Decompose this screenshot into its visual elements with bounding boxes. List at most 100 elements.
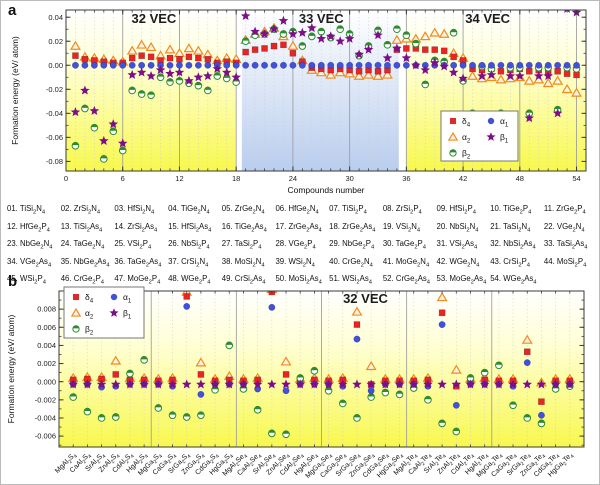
svg-text:α1: α1 [500, 116, 509, 128]
svg-text:0.008: 0.008 [37, 305, 56, 314]
compound-list-row: 23. NbGe2N4 24. TaGe2N4 25. VSi2P4 26. NbSi… [7, 237, 597, 255]
svg-text:HgGa2Te4: HgGa2Te4 [547, 451, 576, 480]
compound-entry: 22. VGe2N4 [543, 221, 585, 234]
svg-text:δ4: δ4 [85, 292, 94, 304]
compound-entry: 48. WGe2P4 [168, 274, 211, 286]
vec-regions [66, 10, 586, 171]
compound-list-row: 45. WSi2P4 46. CrGe2P4 47. MoGe2P4 48. WGe2… [7, 272, 597, 290]
svg-text:CdGa2S4: CdGa2S4 [194, 451, 221, 478]
panel-a-plot: 0.04 0.02 0.00 -0.02 -0.04 -0.06 -0.080 6 12 18 24… [10, 9, 587, 195]
svg-text:ZnGa2Se4: ZnGa2Se4 [348, 451, 377, 480]
svg-text:-0.004: -0.004 [35, 414, 56, 423]
compound-entry: 12. HfGe2P4 [7, 221, 50, 234]
compound-entry: 36. TaGe2As4 [114, 256, 162, 269]
svg-text:SrGa2S4: SrGa2S4 [167, 451, 192, 476]
axis-titles: Formation energy (eV/ atom) [6, 315, 16, 424]
svg-text:36: 36 [402, 174, 410, 183]
data-series [69, 10, 582, 163]
compound-entry: 18. ZrGe2As4 [329, 221, 376, 234]
svg-text:33 VEC: 33 VEC [299, 11, 344, 26]
compound-entry: 42. WGe2N4 [436, 256, 480, 269]
series-β1 [68, 379, 575, 389]
compound-entry: 35. NbGe2As4 [60, 256, 110, 269]
compound-entry: 11. ZrGe2P4 [543, 204, 586, 216]
svg-text:32 VEC: 32 VEC [343, 291, 388, 306]
svg-text:0.02: 0.02 [48, 37, 63, 46]
compound-entry: 20. NbSi2N4 [436, 221, 479, 234]
compound-entry: 01. TiSi2N4 [7, 204, 46, 216]
svg-text:ZnAl2Se4: ZnAl2Se4 [265, 451, 292, 478]
svg-text:MgAl2S4: MgAl2S4 [54, 451, 79, 476]
svg-text:β2: β2 [462, 148, 471, 160]
svg-text:MgGa2Te4: MgGa2Te4 [476, 451, 505, 480]
svg-text:-0.02: -0.02 [46, 85, 63, 94]
series-β1 [70, 10, 582, 148]
svg-text:δ4: δ4 [462, 116, 471, 128]
panel-a-label: a [8, 2, 17, 19]
compound-entry: 02. ZrSi2N4 [60, 204, 101, 216]
svg-text:ZnGa2S4: ZnGa2S4 [181, 451, 207, 477]
svg-text:0: 0 [64, 174, 68, 183]
compound-entry: 21. TaSi2N4 [490, 221, 531, 234]
svg-text:CaGa2Se4: CaGa2Se4 [319, 451, 348, 480]
svg-text:34 VEC: 34 VEC [465, 11, 510, 26]
svg-text:-0.06: -0.06 [46, 133, 63, 142]
svg-text:CdGa2Te4: CdGa2Te4 [533, 451, 562, 480]
compound-entry: 49. CrSi2As4 [221, 274, 266, 286]
compound-entry: 24. TaGe2N4 [60, 239, 105, 251]
svg-text:HgAl2Te4: HgAl2Te4 [464, 451, 490, 477]
vec-labels: 32 VEC 33 VEC 34 VEC [132, 11, 511, 26]
compound-entry: 05. ZrGe2N4 [221, 204, 265, 216]
svg-text:6: 6 [121, 174, 125, 183]
svg-text:HgAl2Se4: HgAl2Se4 [293, 451, 320, 478]
svg-text:ZnGa2Te4: ZnGa2Te4 [519, 451, 547, 479]
axes: 0.04 0.02 0.00 -0.02 -0.04 -0.06 -0.080 6 12 18 24… [46, 9, 587, 183]
compound-entry: 53. MoGe2As4 [436, 274, 487, 286]
svg-text:α1: α1 [123, 292, 132, 304]
compound-entry: 03. HfSi2N4 [114, 204, 155, 216]
svg-text:α2: α2 [462, 132, 471, 144]
svg-text:0.004: 0.004 [37, 341, 56, 350]
svg-text:-0.006: -0.006 [35, 432, 56, 441]
axes: 0.008 0.006 0.004 0.002 0.000 -0.002 -0.004 -0.… [35, 290, 585, 448]
svg-text:CaAl2S4: CaAl2S4 [69, 451, 94, 476]
compound-list-row: 34. VGe2As4 35. NbGe2As4 36. TaGe2As4 37. C… [7, 255, 597, 273]
gridlines [72, 291, 571, 447]
svg-text:42: 42 [459, 174, 467, 183]
compound-entry: 51. WSi2As4 [329, 274, 372, 286]
compound-entry: 44. MoSi2P4 [543, 256, 587, 269]
compound-entry: 31. VSi2As4 [436, 239, 478, 251]
svg-text:CaAl2Te4: CaAl2Te4 [407, 451, 433, 477]
svg-text:Compounds number: Compounds number [287, 185, 364, 195]
compound-list: 01. TiSi2N4 02. ZrSi2N4 03. HfSi2N4 04. TiG… [7, 202, 597, 290]
compound-entry: 28. VGe2P4 [275, 239, 316, 251]
svg-text:ZnAl2Te4: ZnAl2Te4 [436, 451, 462, 477]
compound-entry: 37. CrSi2N4 [168, 256, 209, 269]
compound-entry: 14. ZrSi2As4 [114, 221, 158, 234]
svg-text:SrAl2Se4: SrAl2Se4 [252, 451, 278, 477]
svg-text:SrAl2S4: SrAl2S4 [84, 451, 107, 474]
panel-b-plot: 0.008 0.006 0.004 0.002 0.000 -0.002 -0.004 -0.… [6, 286, 585, 480]
legend: δ4 α2 β2 α1 β1 [440, 110, 519, 162]
svg-text:SrAl2Te4: SrAl2Te4 [423, 451, 448, 476]
svg-text:CdAl2Te4: CdAl2Te4 [450, 451, 476, 477]
svg-text:-0.08: -0.08 [46, 157, 63, 166]
compound-entry: 41. MoGe2N4 [382, 256, 430, 269]
svg-text:0.000: 0.000 [37, 377, 56, 386]
compound-entry: 38. MoSi2N4 [221, 256, 265, 269]
svg-text:CdAl2S4: CdAl2S4 [111, 451, 136, 476]
compound-entry: 26. NbSi2P4 [168, 239, 210, 251]
compound-list-row: 01. TiSi2N4 02. ZrSi2N4 03. HfSi2N4 04. TiG… [7, 202, 597, 220]
svg-text:ZnAl2S4: ZnAl2S4 [98, 451, 122, 475]
compound-entry: 15. HfSi2As4 [168, 221, 212, 234]
svg-text:24: 24 [289, 174, 297, 183]
compound-entry: 47. MoGe2P4 [114, 274, 161, 286]
svg-text:-0.002: -0.002 [35, 395, 56, 404]
compound-entry: 34. VGe2As4 [7, 256, 52, 269]
compound-entry: 04. TiGe2N4 [168, 204, 210, 216]
svg-text:Formation energy (eV/ atom): Formation energy (eV/ atom) [6, 315, 16, 424]
svg-text:SrGa2Te4: SrGa2Te4 [506, 451, 533, 478]
compound-entry: 25. VSi2P4 [114, 239, 152, 251]
